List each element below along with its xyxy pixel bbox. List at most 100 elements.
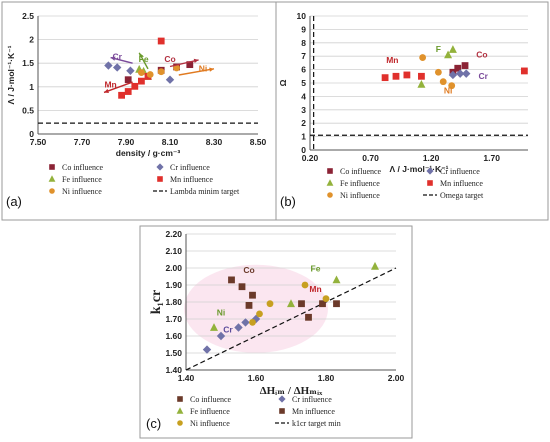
data-point	[249, 319, 256, 326]
data-point	[298, 300, 305, 308]
data-point	[228, 276, 235, 284]
panel-2: 0 1 2 3 4 5 6 7 8 9 10 0.20 0.70 1.20 1.70 Λ / J·mol⁻¹·…	[275, 1, 549, 221]
legend-label: Fe influence	[190, 407, 230, 416]
data-point	[138, 77, 145, 85]
annotation-arrow	[178, 68, 215, 76]
data-point	[131, 82, 139, 90]
legend-marker	[176, 407, 184, 414]
annotation-label: Cr	[223, 325, 233, 335]
data-point	[332, 275, 341, 284]
data-point	[234, 323, 243, 332]
data-point	[256, 310, 263, 318]
data-point	[301, 281, 309, 289]
data-point	[455, 69, 465, 78]
data-point	[287, 299, 295, 308]
annotation-arrow	[169, 59, 199, 68]
annotation-label: Ni	[217, 308, 226, 318]
y-axis-label: Λ / J·mol⁻¹·K⁻¹	[6, 45, 16, 104]
series-mn-influence	[381, 67, 528, 82]
y-tick-label: 6	[301, 65, 306, 75]
y-tick-label: 1.60	[165, 331, 182, 341]
data-point	[448, 70, 458, 80]
series-ni-influence	[138, 64, 181, 78]
x-axis-label: Λ / J·mol⁻¹·K⁻¹	[389, 164, 448, 174]
legend-label: Fe influence	[340, 179, 380, 188]
data-point	[157, 68, 165, 76]
data-point	[104, 61, 113, 70]
data-point	[417, 79, 426, 88]
legend-marker	[177, 396, 183, 402]
y-tick-label: 7	[301, 51, 306, 61]
data-point	[210, 323, 218, 331]
y-tick-label: 0.5	[22, 105, 34, 115]
y-tick-label: 1.70	[165, 314, 182, 324]
series-cr-influence	[448, 69, 471, 80]
annotation-label: Cr	[112, 51, 122, 61]
x-axis-label: ΔHᵢₘ / ΔHₘᵢₓ	[260, 385, 323, 397]
y-tick-label: 4	[301, 91, 306, 101]
data-point	[418, 72, 425, 80]
data-point	[241, 318, 250, 327]
legend-label: Ni influence	[190, 419, 230, 428]
data-point	[186, 61, 194, 69]
y-tick-label: 1.50	[165, 348, 182, 358]
x-tick-label: 8.10	[162, 137, 179, 147]
y-axis-label: Ω	[278, 79, 288, 86]
y-tick-label: 2	[29, 35, 34, 45]
legend-marker	[49, 188, 55, 194]
annotation-arrowhead	[110, 56, 116, 61]
y-tick-label: 0	[301, 145, 306, 155]
legend-marker	[156, 163, 164, 171]
y-tick-label: 3	[301, 105, 306, 115]
x-tick-label: 0.70	[362, 153, 379, 163]
x-tick-label: 1.40	[178, 373, 195, 383]
annotation-label: Fe	[139, 54, 149, 64]
data-point	[448, 82, 456, 90]
x-tick-label: 1.20	[423, 153, 440, 163]
data-point	[448, 45, 457, 53]
annotation-label: Cr	[478, 71, 488, 81]
annotation-label: Co	[476, 50, 487, 60]
data-point	[403, 71, 411, 79]
legend-label: Co influence	[340, 167, 382, 176]
data-point	[520, 67, 528, 75]
legend-label: Omega target	[440, 191, 484, 200]
x-tick-label: 7.70	[74, 137, 91, 147]
data-point	[216, 331, 226, 341]
y-tick-label: 2	[301, 118, 306, 128]
data-point	[371, 261, 379, 270]
y-tick-label: 2.5	[22, 11, 34, 21]
y-tick-label: 0	[29, 129, 34, 139]
annotation-arrowhead	[104, 88, 109, 93]
data-point	[118, 91, 125, 99]
legend-marker	[48, 175, 56, 182]
data-point	[381, 74, 389, 82]
legend-marker	[326, 179, 334, 186]
data-point	[126, 66, 135, 75]
data-point	[113, 63, 122, 72]
y-tick-label: 8	[301, 38, 306, 48]
panel-1: 0 0.5 1 1.5 2 2.5 7.50 7.70 7.90 8.10 8.30 8.50 dens…	[1, 1, 277, 221]
data-point	[146, 71, 154, 78]
legend-label: Co influence	[190, 395, 232, 404]
annotation-arrowhead	[209, 67, 214, 72]
panel-label: (b)	[280, 194, 296, 209]
y-axis-label: k₁cr	[149, 290, 164, 314]
legend-label: Cr influence	[292, 395, 332, 404]
annotation-arrowhead	[139, 52, 144, 58]
y-tick-label: 1.90	[165, 280, 182, 290]
series-ni-influence	[249, 281, 330, 326]
annotation-arrowhead	[193, 58, 199, 64]
annotation-label: Mn	[386, 55, 398, 65]
data-point	[322, 295, 330, 302]
data-point	[462, 69, 471, 78]
legend-marker	[279, 408, 285, 414]
data-point	[454, 64, 462, 72]
data-point	[249, 291, 256, 299]
legend-marker	[427, 180, 433, 186]
data-point	[419, 54, 427, 61]
legend-marker	[157, 176, 163, 182]
data-point	[266, 300, 274, 308]
legend-label: Cr influence	[440, 167, 480, 176]
